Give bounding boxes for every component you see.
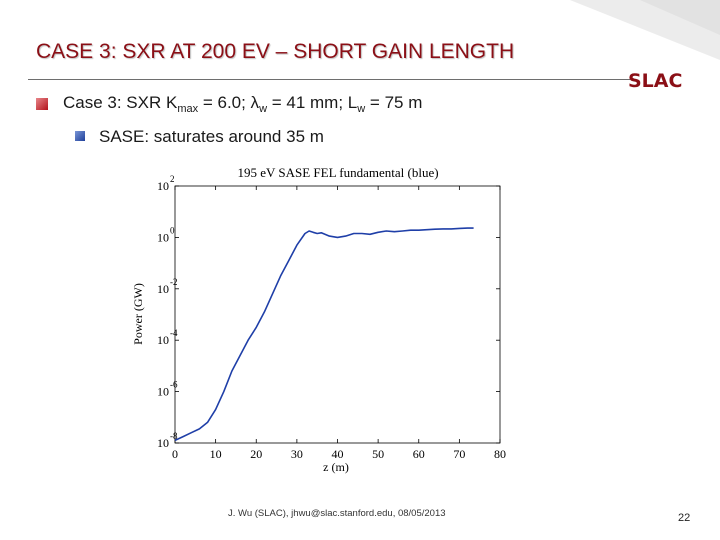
y-tick-label: 10 [157, 282, 169, 296]
x-tick-label: 20 [250, 447, 262, 461]
x-tick-label: 40 [332, 447, 344, 461]
y-tick-exponent: -6 [170, 380, 178, 390]
chart-svg: 195 eV SASE FEL fundamental (blue) 10 210… [131, 165, 506, 474]
x-axis-ticks: 0 10 20 30 40 50 60 70 80 [172, 186, 506, 461]
y-tick-exponent: -4 [170, 328, 178, 338]
bullet-text: = 75 m [365, 93, 423, 112]
x-tick-label: 0 [172, 447, 178, 461]
corner-decoration [570, 0, 720, 60]
bullet-text: = 6.0; λ [198, 93, 260, 112]
x-axis-label: z (m) [323, 460, 349, 474]
y-axis-label: Power (GW) [131, 283, 145, 345]
subscript: max [177, 103, 199, 115]
plot-frame [174, 185, 501, 444]
bullet-text: = 41 mm; L [267, 93, 358, 112]
y-tick-exponent: -2 [170, 277, 178, 287]
title-divider [28, 79, 630, 80]
x-tick-label: 60 [413, 447, 425, 461]
subscript: w [357, 103, 366, 115]
y-tick-exponent: 2 [170, 174, 175, 184]
footer-credit: J. Wu (SLAC), jhwu@slac.stanford.edu, 08… [228, 508, 446, 519]
sub-bullet-square-icon [75, 131, 85, 141]
chart-title: 195 eV SASE FEL fundamental (blue) [237, 165, 438, 180]
x-tick-label: 30 [291, 447, 303, 461]
power-vs-z-chart: 195 eV SASE FEL fundamental (blue) 10 2 10… [128, 160, 518, 480]
x-tick-label: 70 [453, 447, 465, 461]
bullet-sase-saturation: SASE: saturates around 35 m [99, 127, 324, 146]
subscript: w [259, 103, 268, 115]
series-line [174, 227, 474, 442]
bullet-square-icon [36, 98, 48, 110]
y-tick-exponent: -8 [170, 431, 178, 441]
y-tick-exponent: 0 [170, 225, 175, 235]
page-number: 22 [678, 512, 691, 524]
bullet-text: Case 3: SXR K [63, 93, 178, 112]
y-tick-label: 10 [157, 179, 169, 193]
x-tick-label: 80 [494, 447, 506, 461]
x-tick-label: 50 [372, 447, 384, 461]
x-tick-label: 10 [210, 447, 222, 461]
slide-title: CASE 3: SXR AT 200 EV – SHORT GAIN LENGT… [36, 40, 515, 63]
y-tick-label: 10 [157, 333, 169, 347]
y-tick-label: 10 [157, 385, 169, 399]
y-tick-label: 10 [157, 436, 169, 450]
slac-logo: SLAC [628, 70, 683, 92]
series-group [174, 227, 474, 442]
bullet-case-parameters: Case 3: SXR Kmax = 6.0; λw = 41 mm; Lw =… [63, 93, 423, 115]
y-tick-label: 10 [157, 230, 169, 244]
